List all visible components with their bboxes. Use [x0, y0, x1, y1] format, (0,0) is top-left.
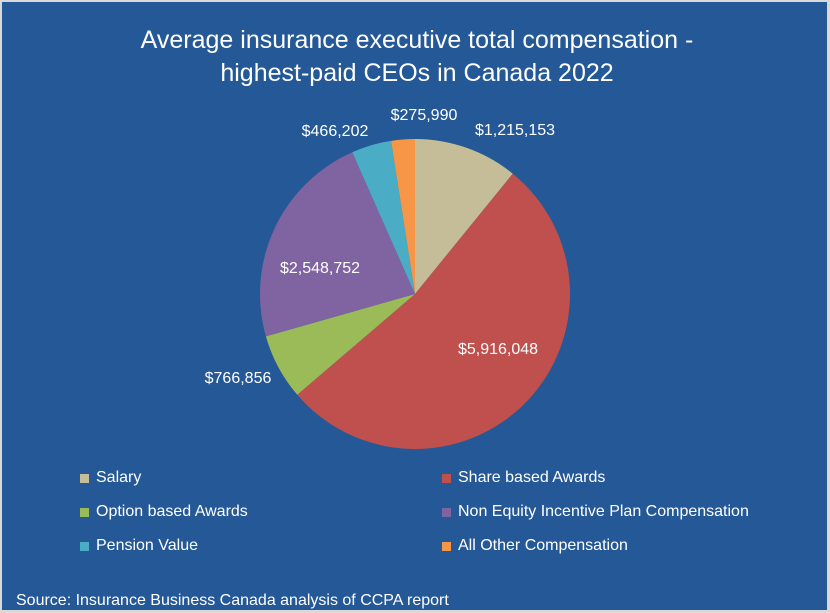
pie-slice-non-equity-incentive-plan-compensation: [259, 152, 415, 337]
data-label-salary: $1,215,153: [475, 122, 555, 139]
data-label-pension-value: $466,202: [302, 123, 369, 140]
data-label-non-equity-incentive-plan-compensation: $2,548,752: [280, 260, 360, 277]
legend-swatch: [442, 473, 451, 483]
legend-item-pension-value: Pension Value: [80, 537, 198, 555]
pie-slice-salary: [415, 139, 513, 294]
data-label-option-based-awards: $766,856: [205, 370, 272, 387]
legend-item-share-based-awards: Share based Awards: [442, 469, 605, 487]
chart-title-line-2: highest-paid CEOs in Canada 2022: [220, 59, 614, 87]
pie-slice-all-other-compensation: [391, 139, 415, 294]
source-note: Source: Insurance Business Canada analys…: [16, 592, 449, 609]
legend-swatch: [442, 541, 451, 551]
legend-label: All Other Compensation: [458, 537, 628, 554]
legend-label: Pension Value: [96, 537, 198, 554]
legend-item-non-equity-incentive-plan-compensation: Non Equity Incentive Plan Compensation: [442, 503, 749, 521]
legend-label: Non Equity Incentive Plan Compensation: [458, 503, 749, 520]
legend-swatch: [80, 541, 89, 551]
chart-title-line-1: Average insurance executive total compen…: [140, 26, 694, 54]
legend-swatch: [80, 473, 89, 483]
data-label-share-based-awards: $5,916,048: [458, 341, 538, 358]
legend-label: Share based Awards: [458, 469, 606, 486]
legend-swatch: [80, 507, 89, 517]
legend-item-option-based-awards: Option based Awards: [80, 503, 248, 521]
legend-label: Salary: [96, 469, 142, 486]
data-label-all-other-compensation: $275,990: [391, 107, 458, 124]
legend-item-salary: Salary: [80, 469, 141, 487]
pie-slice-option-based-awards: [265, 294, 415, 395]
legend-label: Option based Awards: [96, 503, 248, 520]
chart-title: Average insurance executive total compen…: [2, 24, 827, 90]
legend-swatch: [442, 507, 451, 517]
legend-item-all-other-compensation: All Other Compensation: [442, 537, 628, 555]
pie-slice-share-based-awards: [297, 173, 571, 450]
pie-slice-pension-value: [352, 140, 415, 294]
